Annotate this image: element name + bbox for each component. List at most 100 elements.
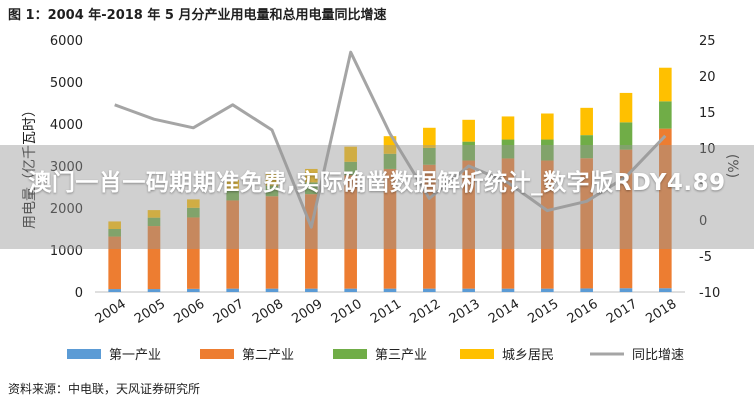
bar bbox=[147, 289, 161, 292]
bar bbox=[108, 236, 121, 290]
x-tick-label: 2009 bbox=[289, 297, 325, 327]
bar bbox=[580, 135, 593, 159]
bar bbox=[462, 141, 475, 161]
bar bbox=[501, 116, 515, 140]
y-axis-label: 用电量（亿千瓦时） bbox=[22, 103, 38, 229]
figure-title: 图 1：2004 年-2018 年 5 月分产业用电量和总用电量同比增速 bbox=[8, 8, 387, 23]
bar bbox=[187, 207, 200, 218]
x-tick-label: 2004 bbox=[93, 297, 129, 327]
bar bbox=[580, 288, 593, 292]
bar bbox=[659, 101, 672, 129]
bar bbox=[580, 107, 593, 136]
chart-bars bbox=[108, 67, 672, 292]
bar bbox=[226, 190, 239, 201]
bar bbox=[541, 288, 554, 292]
bar bbox=[501, 288, 515, 292]
legend-swatch bbox=[460, 349, 494, 359]
bar bbox=[659, 67, 672, 102]
y-tick-label: 3000 bbox=[50, 160, 83, 175]
bar bbox=[147, 217, 161, 227]
legend-swatch bbox=[67, 349, 101, 359]
bar bbox=[108, 289, 121, 292]
line-series bbox=[114, 50, 667, 229]
y-right-tick-label: 0 bbox=[699, 214, 707, 229]
y-right-tick-label: 25 bbox=[699, 34, 716, 49]
chart-growth-line bbox=[114, 50, 667, 229]
x-tick-label: 2016 bbox=[565, 297, 601, 327]
chart-legend: 第一产业 第二产业 第三产业 城乡居民 同比增速 bbox=[67, 348, 684, 363]
bar bbox=[344, 146, 357, 162]
banner-text: 澳门一肖一码期期准免费,实际确凿数据解析统计_数字版RDY4.89 bbox=[28, 170, 726, 196]
bar bbox=[344, 288, 357, 292]
y-tick-label: 5000 bbox=[50, 76, 83, 91]
y-right-tick-label: 15 bbox=[699, 106, 716, 121]
bar bbox=[423, 288, 436, 292]
bar bbox=[462, 160, 475, 289]
bar bbox=[344, 161, 357, 176]
x-tick-label: 2005 bbox=[132, 297, 168, 327]
x-tick-label: 2011 bbox=[368, 297, 404, 327]
bar bbox=[541, 160, 554, 289]
bar bbox=[226, 179, 239, 191]
bar bbox=[619, 122, 633, 150]
bar bbox=[147, 226, 161, 290]
bar bbox=[187, 217, 200, 289]
bar bbox=[108, 229, 121, 237]
y-tick-label: 0 bbox=[75, 286, 83, 301]
bar bbox=[383, 168, 397, 289]
bar bbox=[541, 139, 554, 161]
bar bbox=[619, 149, 633, 289]
bar bbox=[659, 288, 672, 292]
legend-label: 第三产业 bbox=[375, 348, 427, 363]
bar bbox=[187, 288, 200, 292]
bar bbox=[344, 175, 357, 289]
bar bbox=[147, 210, 161, 218]
bar bbox=[108, 221, 121, 229]
bar bbox=[305, 182, 318, 195]
bar bbox=[423, 147, 436, 165]
y-right-axis-label: (%) bbox=[724, 154, 740, 178]
y-right-tick-label: -5 bbox=[699, 250, 712, 265]
bar bbox=[226, 288, 239, 292]
bar bbox=[383, 288, 397, 292]
y-right-tick-label: 10 bbox=[699, 142, 716, 157]
bar bbox=[187, 199, 200, 208]
bar bbox=[462, 119, 475, 142]
bar bbox=[226, 200, 239, 289]
bar bbox=[265, 185, 279, 197]
bar bbox=[541, 113, 554, 140]
x-tick-label: 2017 bbox=[604, 297, 640, 327]
legend-swatch bbox=[333, 349, 367, 359]
y-tick-label: 6000 bbox=[50, 34, 83, 49]
x-tick-label: 2007 bbox=[211, 297, 247, 327]
bar bbox=[265, 173, 279, 186]
x-tick-label: 2015 bbox=[525, 297, 561, 327]
x-tick-label: 2008 bbox=[250, 297, 286, 327]
bar bbox=[265, 288, 279, 292]
legend-label: 同比增速 bbox=[632, 348, 684, 363]
watermark-banner bbox=[0, 145, 754, 249]
y-tick-label: 4000 bbox=[50, 118, 83, 133]
y-right-tick-label: 5 bbox=[699, 178, 707, 193]
legend-swatch bbox=[200, 349, 234, 359]
bar bbox=[619, 288, 633, 292]
x-tick-label: 2012 bbox=[407, 297, 443, 327]
x-tick-label: 2010 bbox=[329, 297, 365, 327]
x-tick-label: 2006 bbox=[171, 297, 207, 327]
legend-label: 第二产业 bbox=[242, 348, 294, 363]
x-tick-label: 2018 bbox=[643, 297, 679, 327]
legend-label: 第一产业 bbox=[109, 348, 161, 363]
bar bbox=[580, 158, 593, 289]
source-note: 资料来源：中电联，天风证券研究所 bbox=[8, 382, 201, 396]
y-tick-label: 2000 bbox=[50, 202, 83, 217]
y-right-tick-label: 20 bbox=[699, 70, 716, 85]
bar bbox=[265, 196, 279, 289]
bar bbox=[659, 128, 672, 289]
x-tick-label: 2013 bbox=[447, 297, 483, 327]
legend-label: 城乡居民 bbox=[502, 348, 554, 363]
bar bbox=[619, 92, 633, 123]
bar bbox=[383, 153, 397, 169]
y-right-tick-label: -10 bbox=[699, 286, 720, 301]
x-tick-label: 2014 bbox=[486, 297, 522, 327]
